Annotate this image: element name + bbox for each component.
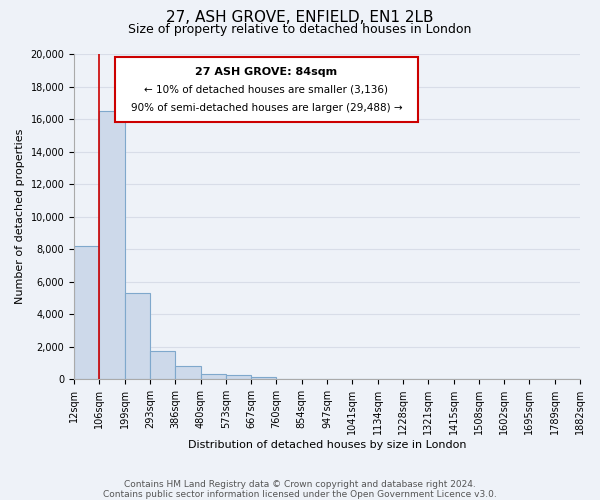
X-axis label: Distribution of detached houses by size in London: Distribution of detached houses by size … <box>188 440 466 450</box>
Bar <box>251 377 277 379</box>
Bar <box>125 293 150 379</box>
Text: Size of property relative to detached houses in London: Size of property relative to detached ho… <box>128 22 472 36</box>
Text: ← 10% of detached houses are smaller (3,136): ← 10% of detached houses are smaller (3,… <box>145 85 388 95</box>
Bar <box>175 366 200 379</box>
Bar <box>200 374 226 379</box>
Text: 90% of semi-detached houses are larger (29,488) →: 90% of semi-detached houses are larger (… <box>131 103 402 113</box>
Text: Contains public sector information licensed under the Open Government Licence v3: Contains public sector information licen… <box>103 490 497 499</box>
Bar <box>226 375 251 379</box>
Text: 27, ASH GROVE, ENFIELD, EN1 2LB: 27, ASH GROVE, ENFIELD, EN1 2LB <box>166 10 434 25</box>
Bar <box>150 351 175 379</box>
Text: Contains HM Land Registry data © Crown copyright and database right 2024.: Contains HM Land Registry data © Crown c… <box>124 480 476 489</box>
FancyBboxPatch shape <box>115 58 418 122</box>
Bar <box>74 246 100 379</box>
Y-axis label: Number of detached properties: Number of detached properties <box>15 129 25 304</box>
Bar <box>100 111 125 379</box>
Text: 27 ASH GROVE: 84sqm: 27 ASH GROVE: 84sqm <box>196 67 337 77</box>
